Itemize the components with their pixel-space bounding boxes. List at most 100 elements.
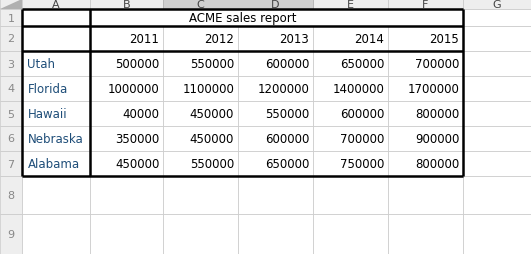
Text: 6: 6 xyxy=(7,134,14,144)
Text: 600000: 600000 xyxy=(265,133,309,146)
Bar xyxy=(163,151,238,176)
Text: 800000: 800000 xyxy=(415,108,459,121)
Bar xyxy=(313,27,388,52)
Bar xyxy=(22,10,90,27)
Bar xyxy=(22,151,90,176)
Bar xyxy=(388,102,463,126)
Text: 1000000: 1000000 xyxy=(108,83,159,96)
Bar xyxy=(238,176,313,214)
Bar xyxy=(313,102,388,126)
Text: E: E xyxy=(347,0,354,10)
Bar xyxy=(22,10,90,27)
Bar xyxy=(22,10,463,27)
Bar xyxy=(163,102,238,126)
Bar xyxy=(163,126,238,151)
Bar xyxy=(238,0,313,10)
Bar xyxy=(90,126,163,151)
Text: 600000: 600000 xyxy=(340,108,384,121)
Bar xyxy=(22,126,90,151)
Text: 5: 5 xyxy=(7,109,14,119)
Text: 3: 3 xyxy=(7,59,14,69)
Bar xyxy=(90,214,163,254)
Text: Florida: Florida xyxy=(28,83,67,96)
Bar xyxy=(0,126,22,151)
Text: 450000: 450000 xyxy=(190,108,234,121)
Bar xyxy=(463,77,531,102)
Text: 600000: 600000 xyxy=(265,58,309,71)
Bar xyxy=(90,77,163,102)
Bar xyxy=(0,52,22,77)
Bar xyxy=(0,151,22,176)
Text: Nebraska: Nebraska xyxy=(28,133,83,146)
Bar xyxy=(388,151,463,176)
Text: 1400000: 1400000 xyxy=(332,83,384,96)
Text: 800000: 800000 xyxy=(415,157,459,170)
Text: 4: 4 xyxy=(7,84,14,94)
Bar xyxy=(163,77,238,102)
Bar xyxy=(313,126,388,151)
Bar xyxy=(163,214,238,254)
Text: 7: 7 xyxy=(7,159,14,169)
Bar xyxy=(463,126,531,151)
Text: 350000: 350000 xyxy=(115,133,159,146)
Bar xyxy=(463,102,531,126)
Bar xyxy=(22,52,90,77)
Bar xyxy=(90,176,163,214)
Polygon shape xyxy=(0,0,22,10)
Text: 550000: 550000 xyxy=(265,108,309,121)
Bar xyxy=(388,10,463,27)
Text: 40000: 40000 xyxy=(122,108,159,121)
Bar xyxy=(0,27,22,52)
Bar xyxy=(238,27,313,52)
Text: Hawaii: Hawaii xyxy=(28,108,67,121)
Bar xyxy=(313,176,388,214)
Bar xyxy=(463,0,531,10)
Bar xyxy=(388,126,463,151)
Bar xyxy=(90,102,163,126)
Text: 900000: 900000 xyxy=(415,133,459,146)
Bar xyxy=(22,77,90,102)
Text: B: B xyxy=(123,0,130,10)
Bar xyxy=(0,176,22,214)
Bar xyxy=(163,176,238,214)
Text: 650000: 650000 xyxy=(340,58,384,71)
Bar xyxy=(22,214,90,254)
Bar xyxy=(463,176,531,214)
Bar xyxy=(90,27,163,52)
Bar xyxy=(388,10,463,27)
Bar xyxy=(238,10,313,27)
Bar xyxy=(313,0,388,10)
Bar xyxy=(238,214,313,254)
Bar xyxy=(238,52,313,77)
Text: Utah: Utah xyxy=(28,58,55,71)
Text: 700000: 700000 xyxy=(415,58,459,71)
Text: 2: 2 xyxy=(7,34,14,44)
Bar xyxy=(313,151,388,176)
Bar xyxy=(90,52,163,77)
Bar xyxy=(163,10,238,27)
Bar xyxy=(238,10,313,27)
Bar xyxy=(463,52,531,77)
Bar xyxy=(313,214,388,254)
Text: 8: 8 xyxy=(7,190,14,200)
Text: 2013: 2013 xyxy=(279,33,309,46)
Text: 9: 9 xyxy=(7,229,14,239)
Bar xyxy=(388,176,463,214)
Bar xyxy=(388,52,463,77)
Bar xyxy=(0,10,22,27)
Text: 650000: 650000 xyxy=(265,157,309,170)
Text: 500000: 500000 xyxy=(115,58,159,71)
Text: 1: 1 xyxy=(7,13,14,23)
Text: ACME sales report: ACME sales report xyxy=(189,12,296,25)
Bar xyxy=(463,27,531,52)
Bar xyxy=(163,52,238,77)
Text: F: F xyxy=(422,0,429,10)
Bar xyxy=(388,0,463,10)
Bar xyxy=(0,102,22,126)
Bar xyxy=(90,10,163,27)
Bar xyxy=(313,10,388,27)
Text: 450000: 450000 xyxy=(190,133,234,146)
Bar xyxy=(463,151,531,176)
Bar xyxy=(388,27,463,52)
Bar xyxy=(22,0,90,10)
